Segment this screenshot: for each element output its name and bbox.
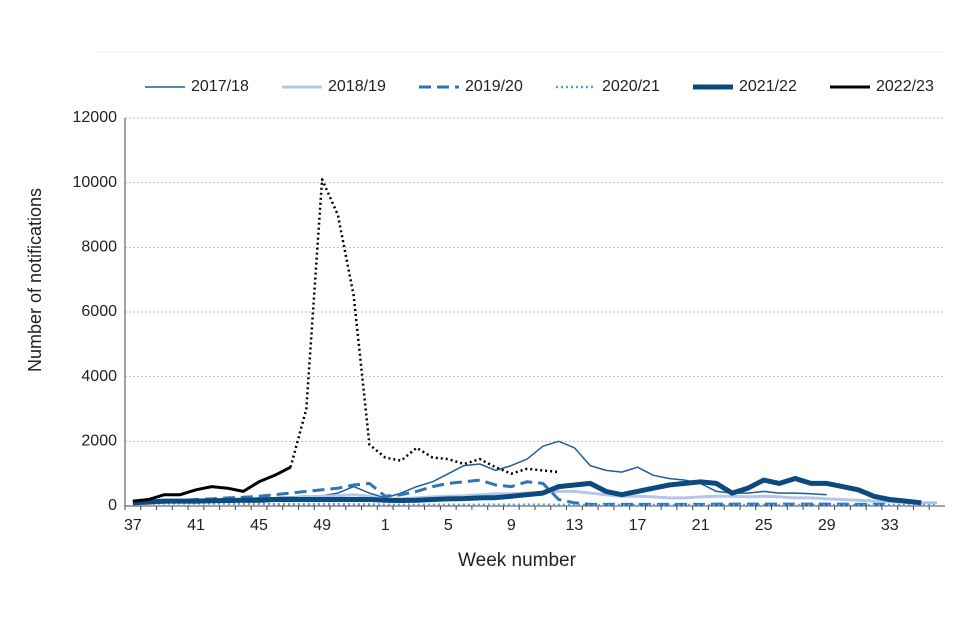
y-tick-label: 0 <box>108 497 117 514</box>
x-tick-label: 9 <box>507 517 516 534</box>
legend-label: 2017/18 <box>191 78 249 95</box>
y-tick-label: 4000 <box>81 368 117 385</box>
x-tick-label: 25 <box>755 517 773 534</box>
series-line <box>132 478 890 506</box>
x-tick-label: 41 <box>187 517 205 534</box>
x-tick-label: 21 <box>692 517 710 534</box>
series-line <box>132 502 938 507</box>
y-tick-label: 6000 <box>81 303 117 320</box>
x-tick-label: 49 <box>313 517 331 534</box>
x-tick-label: 1 <box>381 517 390 534</box>
series-line <box>132 476 922 506</box>
y-tick-label: 10000 <box>73 174 118 191</box>
x-tick-label: 13 <box>566 517 584 534</box>
legend-label: 2019/20 <box>465 78 523 95</box>
x-tick-label: 45 <box>250 517 268 534</box>
y-tick-label: 8000 <box>81 239 117 256</box>
x-tick-label: 17 <box>629 517 647 534</box>
legend-label: 2022/23 <box>876 78 934 95</box>
x-tick-label: 37 <box>124 517 142 534</box>
y-tick-label: 2000 <box>81 433 117 450</box>
series-line <box>289 178 559 475</box>
x-tick-label: 5 <box>444 517 453 534</box>
y-axis-label: Number of notifications <box>25 188 45 372</box>
y-tick-label: 12000 <box>73 109 118 126</box>
x-tick-label: 29 <box>818 517 836 534</box>
x-tick-label: 33 <box>881 517 899 534</box>
x-axis-label: Week number <box>458 550 577 571</box>
series-line <box>132 465 292 503</box>
legend-label: 2021/22 <box>739 78 797 95</box>
legend-label: 2018/19 <box>328 78 386 95</box>
series-line <box>132 440 827 502</box>
legend-label: 2020/21 <box>602 78 660 95</box>
